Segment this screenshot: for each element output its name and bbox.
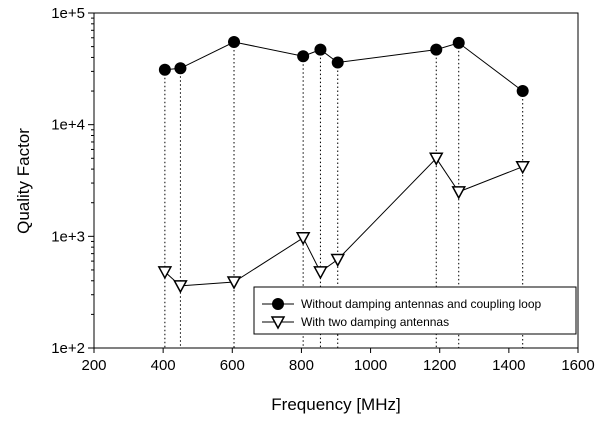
data-point-triangle — [330, 253, 345, 268]
data-point-triangle — [428, 152, 444, 166]
data-point-circle — [174, 62, 187, 75]
y-tick-label: 1e+4 — [51, 117, 85, 134]
data-point-circle — [158, 63, 171, 76]
y-tick-label: 1e+5 — [51, 5, 85, 22]
x-tick-label: 400 — [151, 357, 176, 374]
series-lines — [164, 41, 524, 287]
data-point-circle — [297, 50, 310, 63]
data-point-triangle — [157, 266, 173, 280]
y-tick-label: 1e+3 — [51, 228, 85, 245]
y-axis-label: Quality Factor — [14, 128, 33, 234]
plot-frame — [93, 12, 579, 349]
data-point-triangle — [515, 160, 530, 175]
series-markers — [157, 35, 530, 294]
legend-marker-open-triangle — [270, 316, 286, 330]
x-tick-label: 1200 — [423, 357, 456, 374]
data-point-circle — [430, 43, 443, 56]
legend-label-series-1: Without damping antennas and coupling lo… — [301, 297, 541, 311]
x-tick-label: 1600 — [561, 357, 594, 374]
series-line-2 — [164, 157, 523, 287]
data-point-circle — [228, 35, 241, 48]
data-point-triangle — [173, 280, 188, 294]
data-point-circle — [452, 36, 465, 49]
legend: Without damping antennas and coupling lo… — [253, 286, 577, 335]
x-axis-ticks: 200 400 600 800 1000 1200 1400 1600 — [81, 348, 595, 374]
legend-marker-filled-circle — [272, 298, 284, 310]
series-line-1 — [164, 41, 524, 92]
x-tick-label: 800 — [289, 357, 314, 374]
x-tick-label: 600 — [220, 357, 245, 374]
data-point-triangle — [226, 276, 242, 290]
legend-label-series-2: With two damping antennas — [301, 315, 449, 329]
data-point-circle — [331, 56, 344, 69]
data-point-triangle — [451, 186, 466, 200]
y-tick-label: 1e+2 — [51, 340, 85, 357]
y-axis-ticks: 1e+2 1e+3 1e+4 1e+5 — [51, 5, 94, 357]
x-tick-label: 200 — [81, 357, 106, 374]
x-tick-label: 1000 — [354, 357, 387, 374]
data-point-circle — [314, 43, 327, 56]
data-point-circle — [516, 85, 529, 98]
data-point-triangle — [313, 266, 328, 280]
x-tick-label: 1400 — [492, 357, 525, 374]
legend-box — [253, 286, 577, 335]
x-axis-label: Frequency [MHz] — [271, 395, 400, 414]
data-point-triangle — [295, 232, 311, 246]
